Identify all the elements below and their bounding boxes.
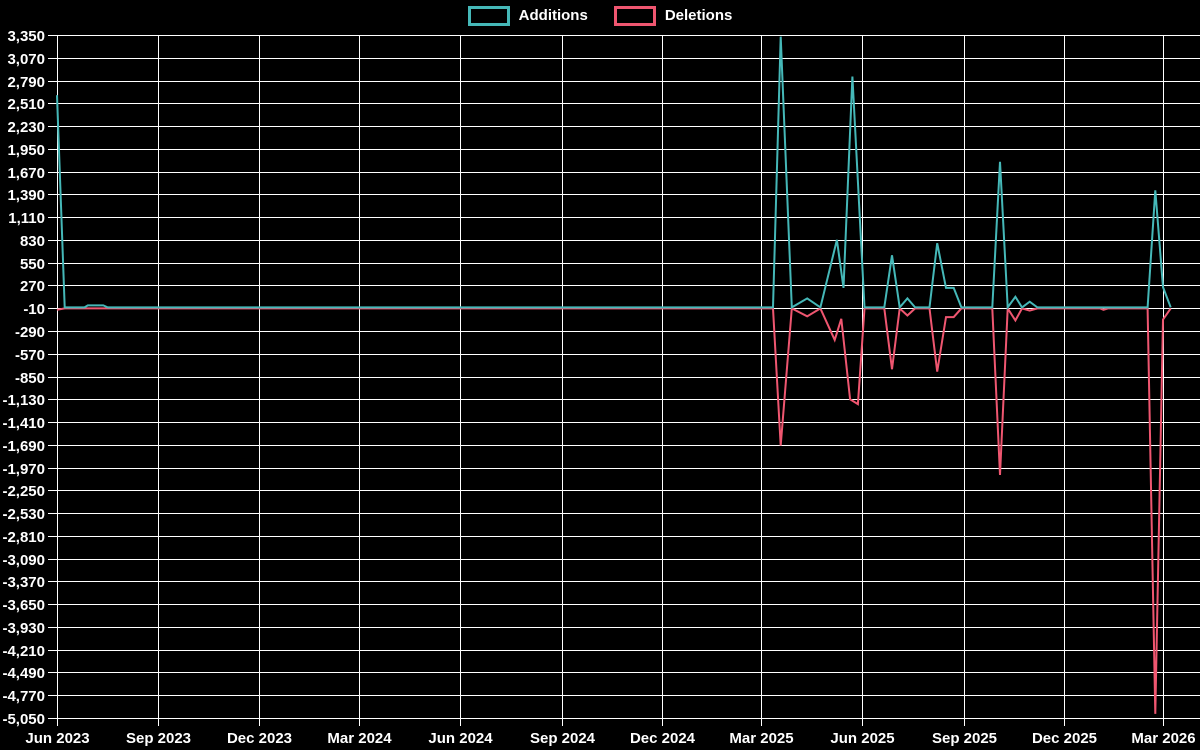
x-tick-label: Dec 2025 (1032, 730, 1097, 747)
x-tick-label: Jun 2024 (428, 730, 493, 747)
x-tick-label: Jun 2023 (25, 730, 89, 747)
x-tick-label: Sep 2025 (932, 730, 997, 747)
legend-item-additions[interactable]: Additions (467, 6, 588, 26)
additions-line (56, 36, 1172, 311)
y-tick-label: -570 (15, 347, 45, 364)
x-tick-label: Mar 2026 (1131, 730, 1195, 747)
legend-item-deletions[interactable]: Deletions (613, 6, 733, 26)
deletions-line (56, 305, 1172, 714)
y-tick-label: 3,350 (7, 28, 45, 45)
x-tick-label: Jun 2025 (830, 730, 894, 747)
y-tick-label: 550 (20, 256, 45, 273)
y-tick-label: -5,050 (2, 711, 45, 728)
y-tick-label: -10 (23, 301, 45, 318)
y-tick-label: -3,370 (2, 574, 45, 591)
x-tick-label: Mar 2025 (729, 730, 793, 747)
y-tick-label: -1,410 (2, 415, 45, 432)
y-tick-label: -2,250 (2, 483, 45, 500)
y-tick-label: -3,650 (2, 597, 45, 614)
y-tick-label: -1,690 (2, 438, 45, 455)
y-tick-label: 2,230 (7, 119, 45, 136)
vertical-gridlines (57, 35, 1164, 718)
y-tick-label: -1,130 (2, 392, 45, 409)
y-tick-label: -3,090 (2, 552, 45, 569)
y-tick-label: -4,770 (2, 688, 45, 705)
y-tick-label: -850 (15, 370, 45, 387)
additions-swatch-icon (467, 6, 510, 26)
y-tick-label: -290 (15, 324, 45, 341)
chart-legend: Additions Deletions (0, 6, 1200, 26)
x-tick-label: Dec 2024 (630, 730, 696, 747)
y-tick-label: 3,070 (7, 51, 45, 68)
y-tick-label: 2,790 (7, 74, 45, 91)
y-axis-labels: 3,350 3,070 2,790 2,510 2,230 1,950 1,670 1,390… (2, 28, 45, 728)
y-tick-label: -3,930 (2, 620, 45, 637)
y-tick-label: -4,210 (2, 643, 45, 660)
y-tick-label: 830 (20, 233, 45, 250)
x-tick-label: Dec 2023 (227, 730, 292, 747)
y-tick-label: 1,110 (8, 210, 45, 227)
y-tick-label: 1,670 (7, 165, 45, 182)
deletions-swatch-icon (613, 6, 656, 26)
x-tick-label: Sep 2023 (126, 730, 191, 747)
y-tick-label: 1,950 (7, 142, 45, 159)
x-tick-label: Sep 2024 (530, 730, 596, 747)
x-tick-label: Mar 2024 (327, 730, 392, 747)
y-tick-label: -1,970 (2, 461, 45, 478)
deletions-legend-label: Deletions (664, 7, 733, 24)
y-tick-label: 1,390 (7, 187, 45, 204)
axis-tick-marks (48, 35, 1164, 726)
additions-legend-label: Additions (518, 7, 588, 24)
y-tick-label: 270 (20, 278, 45, 295)
y-tick-label: -4,490 (2, 665, 45, 682)
y-tick-label: 2,510 (7, 96, 45, 113)
y-tick-label: -2,810 (2, 529, 45, 546)
x-axis-labels: Jun 2023 Sep 2023 Dec 2023 Mar 2024 Jun 2024… (25, 730, 1195, 747)
y-tick-label: -2,530 (2, 506, 45, 523)
horizontal-gridlines (57, 35, 1200, 719)
